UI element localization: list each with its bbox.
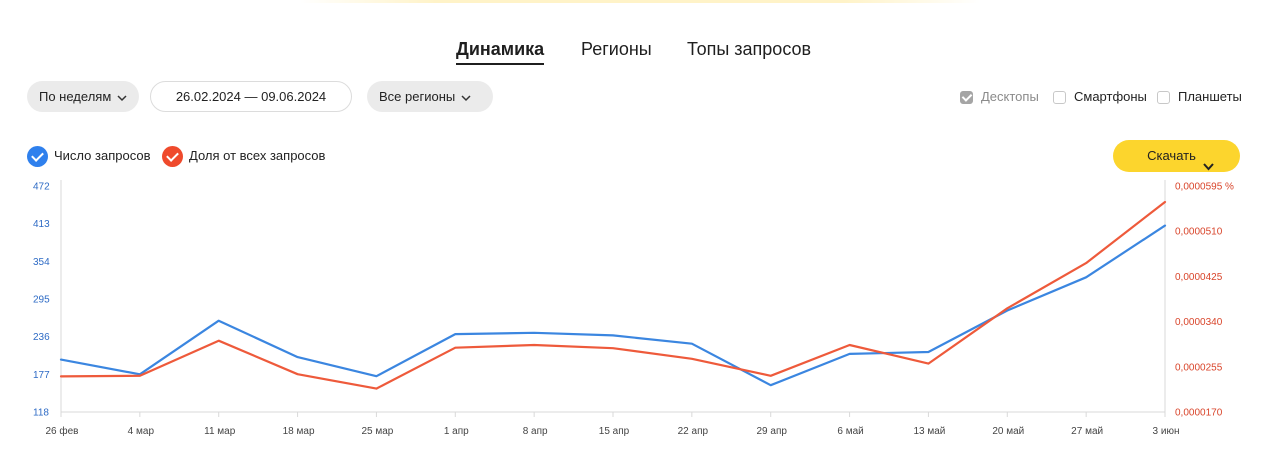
check-icon	[960, 91, 973, 104]
x-tick-label: 11 мар	[204, 426, 236, 437]
device-smartphone-label: Смартфоны	[1074, 89, 1147, 104]
series-query-count-line	[59, 224, 1167, 387]
x-tick-label: 22 апр	[678, 426, 709, 437]
legend-share[interactable]: Доля от всех запросов	[162, 145, 326, 168]
x-tick-label: 27 май	[1071, 426, 1103, 437]
legend-query-count[interactable]: Число запросов	[27, 145, 151, 168]
chevron-down-icon	[1203, 151, 1214, 183]
x-tick-label: 6 май	[837, 426, 863, 437]
tab-top-queries[interactable]: Топы запросов	[687, 39, 812, 59]
chevron-down-icon	[461, 82, 471, 113]
x-tick-label: 26 фев	[45, 425, 78, 437]
check-icon	[162, 146, 183, 168]
chart-axes	[60, 180, 1166, 413]
left-tick-label: 472	[33, 182, 50, 193]
tab-regions[interactable]: Регионы	[581, 39, 652, 59]
region-dropdown-label: Все регионы	[379, 89, 456, 104]
top-highlight-strip	[300, 0, 980, 3]
x-tick-label: 20 май	[992, 426, 1024, 437]
region-dropdown[interactable]: Все регионы	[367, 81, 493, 112]
check-icon	[27, 146, 48, 168]
tab-bar: Динамика Регионы Топы запросов	[0, 38, 1280, 68]
left-axis-ticks: 118 177 236 295 354 413 472	[33, 182, 50, 419]
legend-query-count-label: Число запросов	[54, 148, 151, 163]
right-tick-label: 0,0000255	[1175, 362, 1223, 373]
right-tick-label: 0,0000595 %	[1175, 182, 1234, 193]
x-tick-label: 29 апр	[756, 426, 787, 437]
x-tick-label: 4 мар	[128, 426, 155, 437]
line-chart: 118 177 236 295 354 413 472 0,0000170 0,0000255…	[33, 180, 1234, 437]
device-smartphone-checkbox[interactable]: Смартфоны	[1053, 89, 1147, 105]
tab-dynamics[interactable]: Динамика	[456, 38, 545, 65]
left-tick-label: 295	[33, 295, 50, 306]
download-button[interactable]: Скачать	[1113, 140, 1240, 172]
right-tick-label: 0,0000340	[1175, 317, 1223, 328]
x-axis-ticks: 26 фев 4 мар 11 мар 18 мар 25 мар 1 апр 8 апр 1…	[45, 412, 1179, 437]
legend-share-label: Доля от всех запросов	[189, 148, 326, 163]
left-tick-label: 177	[33, 370, 50, 381]
series-share-line	[59, 200, 1167, 390]
x-tick-label: 13 май	[913, 426, 945, 437]
x-tick-label: 18 мар	[283, 426, 315, 437]
period-dropdown-label: По неделям	[39, 89, 112, 104]
period-dropdown[interactable]: По неделям	[27, 81, 140, 113]
right-axis-ticks: 0,0000170 0,0000255 0,0000340 0,0000425 0,00…	[1175, 182, 1234, 419]
date-range-field[interactable]: 26.02.2024 — 09.06.2024	[150, 81, 352, 112]
x-tick-label: 8 апр	[523, 426, 548, 437]
x-tick-label: 25 мар	[361, 426, 393, 437]
left-tick-label: 118	[33, 408, 49, 419]
x-tick-label: 1 апр	[444, 426, 469, 437]
checkbox-empty-icon	[1157, 91, 1170, 104]
left-tick-label: 236	[33, 332, 50, 343]
left-tick-label: 354	[33, 257, 50, 268]
chart-series	[59, 200, 1167, 390]
x-tick-label: 3 июн	[1153, 426, 1180, 437]
device-tablet-checkbox[interactable]: Планшеты	[1157, 89, 1242, 105]
right-tick-label: 0,0000170	[1175, 408, 1223, 419]
download-button-label: Скачать	[1147, 148, 1196, 163]
left-tick-label: 413	[33, 219, 50, 230]
checkbox-empty-icon	[1053, 91, 1066, 104]
right-tick-label: 0,0000510	[1175, 227, 1223, 238]
chevron-down-icon	[117, 82, 127, 113]
device-desktop-label: Десктопы	[981, 89, 1039, 104]
device-desktop-checkbox[interactable]: Десктопы	[960, 89, 1039, 105]
x-tick-label: 15 апр	[599, 426, 630, 437]
right-tick-label: 0,0000425	[1175, 272, 1223, 283]
device-tablet-label: Планшеты	[1178, 89, 1242, 104]
